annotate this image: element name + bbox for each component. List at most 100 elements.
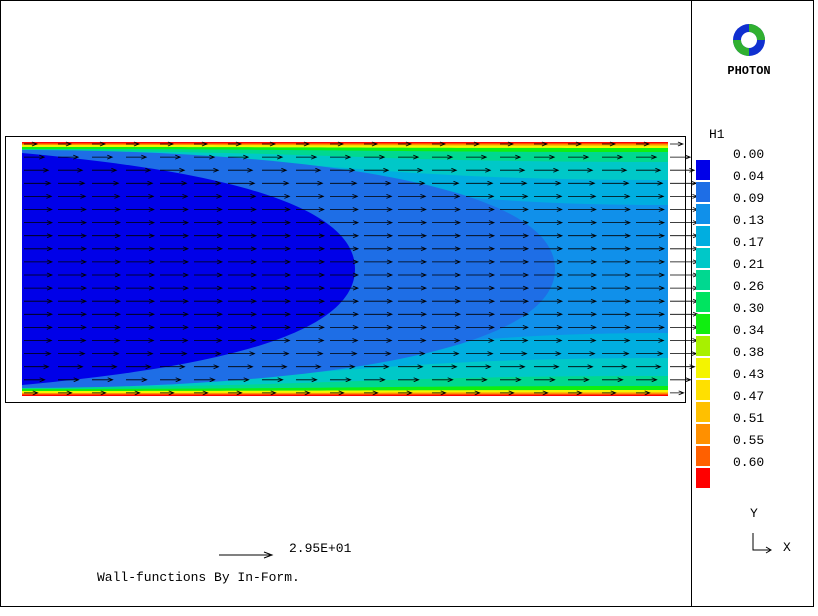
vector xyxy=(126,325,155,330)
vector xyxy=(500,272,530,278)
vector xyxy=(602,154,624,160)
vector xyxy=(24,154,46,160)
vector xyxy=(432,246,462,252)
vector xyxy=(228,154,250,160)
vector xyxy=(330,259,360,265)
vector xyxy=(126,141,140,147)
vector xyxy=(58,377,80,383)
vector xyxy=(398,285,428,291)
vector xyxy=(126,272,156,278)
axis-triad xyxy=(752,533,770,551)
vector xyxy=(534,194,563,199)
vector xyxy=(364,325,393,330)
vector xyxy=(602,311,632,317)
vector xyxy=(194,141,208,147)
vector xyxy=(398,364,424,370)
plot-frame xyxy=(5,136,686,403)
vector xyxy=(500,141,514,147)
vector xyxy=(466,246,496,252)
vector xyxy=(160,194,189,199)
vector xyxy=(296,325,325,330)
vector xyxy=(500,390,515,396)
vector xyxy=(58,180,86,186)
vector xyxy=(126,285,156,291)
vector xyxy=(58,233,88,239)
vector xyxy=(262,246,292,252)
legend-label: 0.34 xyxy=(733,323,764,338)
vector xyxy=(534,259,564,265)
vector xyxy=(364,246,394,252)
vector xyxy=(228,298,258,304)
vector xyxy=(670,167,696,173)
vector xyxy=(364,377,386,383)
vector xyxy=(296,311,326,317)
vector xyxy=(466,220,496,225)
vector xyxy=(568,246,598,252)
vector xyxy=(160,377,182,383)
vector xyxy=(126,194,155,199)
vector xyxy=(126,259,156,265)
vector xyxy=(296,180,324,186)
vector xyxy=(602,298,632,304)
vector xyxy=(636,351,664,356)
vector xyxy=(92,141,106,147)
vector xyxy=(364,311,394,317)
vector xyxy=(194,285,224,291)
vector xyxy=(466,298,496,304)
vector xyxy=(58,338,87,343)
vector xyxy=(194,364,220,370)
vector xyxy=(228,259,258,265)
vector xyxy=(568,390,583,396)
vector xyxy=(432,207,461,212)
vector xyxy=(296,377,318,383)
vector xyxy=(432,377,454,383)
vector xyxy=(296,154,318,160)
vector xyxy=(126,351,154,356)
vector xyxy=(398,246,428,252)
vector xyxy=(534,154,556,160)
vector xyxy=(534,246,564,252)
vector xyxy=(330,377,352,383)
vector xyxy=(466,272,496,278)
vector xyxy=(194,180,222,186)
vector xyxy=(58,390,73,396)
vector xyxy=(534,220,564,225)
vector xyxy=(296,272,326,278)
vector xyxy=(534,180,562,186)
vector xyxy=(500,311,530,317)
vector xyxy=(432,154,454,160)
vector xyxy=(602,220,632,225)
vector xyxy=(58,154,80,160)
vector xyxy=(228,325,257,330)
vector xyxy=(262,338,291,343)
vector xyxy=(432,285,462,291)
vector xyxy=(568,167,594,173)
vector xyxy=(398,272,428,278)
vector xyxy=(330,220,360,225)
vector xyxy=(262,272,292,278)
vector xyxy=(534,390,549,396)
legend-swatch xyxy=(696,204,710,224)
vector xyxy=(364,154,386,160)
vector xyxy=(670,141,684,147)
legend-label: 0.55 xyxy=(733,433,764,448)
vector xyxy=(364,285,394,291)
vector xyxy=(466,207,495,212)
vector xyxy=(330,338,359,343)
vector xyxy=(636,390,651,396)
vector xyxy=(364,220,394,225)
vector xyxy=(670,364,696,370)
legend-swatch xyxy=(696,468,710,488)
vector xyxy=(160,233,190,239)
vector xyxy=(262,325,291,330)
logo-hole xyxy=(741,32,757,48)
vector xyxy=(194,311,224,317)
vector xyxy=(466,259,496,265)
vector xyxy=(262,220,292,225)
vector xyxy=(160,141,174,147)
vector xyxy=(602,259,632,265)
vector xyxy=(602,194,631,199)
vector xyxy=(466,311,496,317)
vector xyxy=(466,154,488,160)
vector xyxy=(432,220,462,225)
